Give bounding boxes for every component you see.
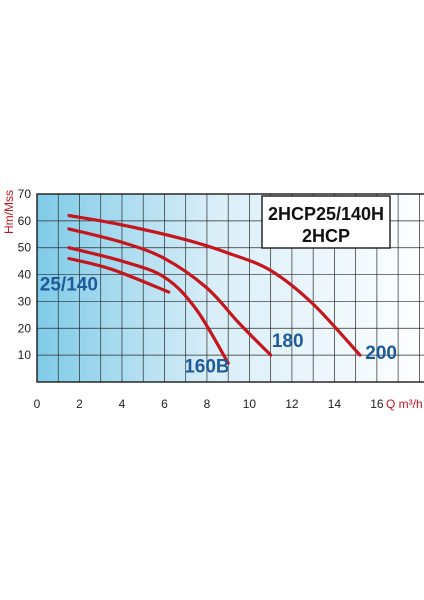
x-tick-label: 6 [161,397,168,411]
series-layer: 200 180 160B 25/140 [40,213,397,378]
y-tick-label: 60 [18,214,32,228]
x-tick-label: 4 [119,397,126,411]
x-tick-label: 16 [370,397,384,411]
title-box [261,195,391,249]
series-curve-25-140 [67,256,171,294]
y-tick-label: 20 [18,321,32,335]
y-tick-label: 50 [18,241,32,255]
x-tick-label: 8 [204,397,211,411]
series-curve-160b [67,246,230,365]
y-tick-label: 40 [18,268,32,282]
x-tick-label: 14 [328,397,342,411]
y-tick-label: 30 [18,294,32,308]
title-line-1: 2HCP25/140H [268,204,384,224]
plot-frame [36,193,424,383]
title-line-2: 2HCP [302,226,350,246]
series-curve-180 [67,227,273,357]
y-tick-label: 70 [18,187,32,201]
y-tick-label: 10 [18,348,32,362]
series-label-25-140: 25/140 [40,275,98,296]
series-label-200: 200 [365,343,397,364]
series-curve-200 [67,213,362,357]
x-tick-label: 10 [243,397,257,411]
y-axis-label: Hm/Mss [2,190,16,234]
x-tick-label: 0 [34,397,41,411]
x-axis-label: Q m³/h [386,397,423,411]
x-tick-label: 12 [285,397,299,411]
tick-labels: 0 2 4 6 8 10 12 14 16 10 20 30 40 50 60 70 [18,187,384,411]
x-tick-label: 2 [76,397,83,411]
series-label-180: 180 [272,331,304,352]
series-label-160b: 160B [184,357,229,378]
